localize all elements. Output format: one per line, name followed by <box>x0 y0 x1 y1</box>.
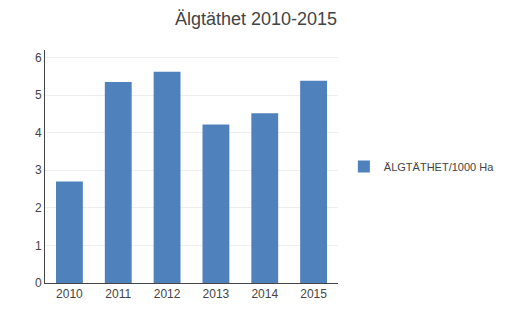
svg-text:0: 0 <box>35 276 42 290</box>
svg-text:5: 5 <box>35 88 42 102</box>
svg-text:6: 6 <box>35 51 42 65</box>
svg-text:Älgtäthet 2010-2015: Älgtäthet 2010-2015 <box>175 9 337 29</box>
svg-text:4: 4 <box>35 126 42 140</box>
svg-text:2: 2 <box>35 201 42 215</box>
svg-text:2011: 2011 <box>105 287 131 301</box>
svg-text:2012: 2012 <box>154 287 181 301</box>
svg-text:2015: 2015 <box>300 287 327 301</box>
svg-text:3: 3 <box>35 163 42 177</box>
svg-text:ÄLGTÄTHET/1000 Ha: ÄLGTÄTHET/1000 Ha <box>384 161 494 173</box>
svg-text:1: 1 <box>35 239 42 253</box>
svg-text:2010: 2010 <box>56 287 83 301</box>
svg-text:2013: 2013 <box>203 287 230 301</box>
svg-text:2014: 2014 <box>251 287 278 301</box>
